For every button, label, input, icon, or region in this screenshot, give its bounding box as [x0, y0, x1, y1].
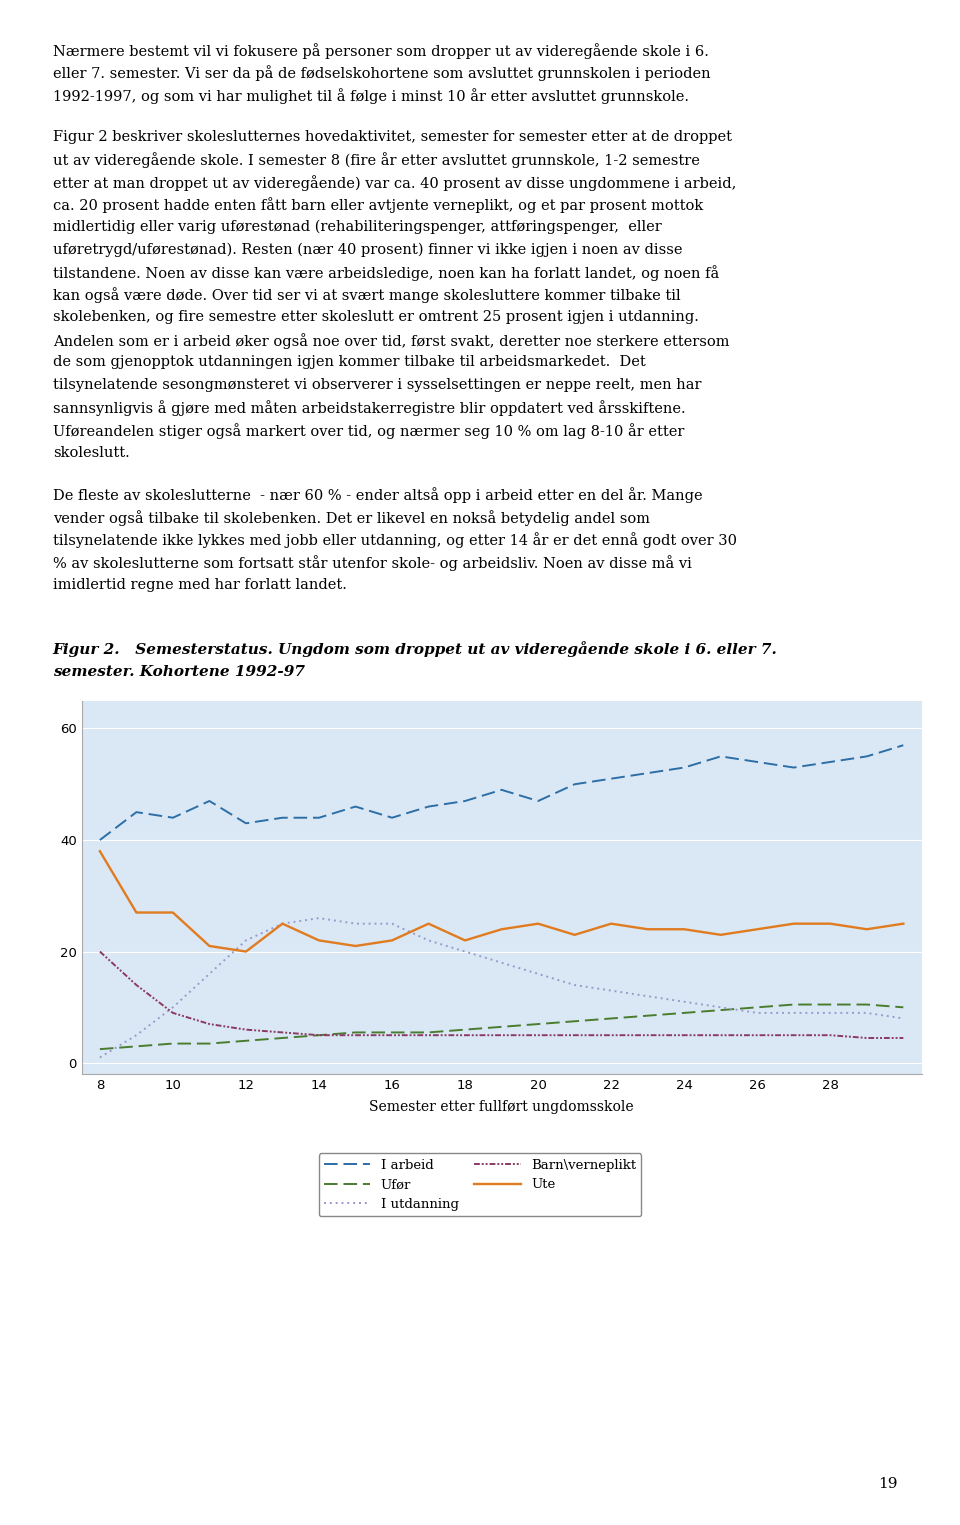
Text: Figur 2.   Semesterstatus. Ungdom som droppet ut av videregående skole i 6. elle: Figur 2. Semesterstatus. Ungdom som drop… — [53, 640, 778, 657]
Text: ut av videregående skole. I semester 8 (fire år etter avsluttet grunnskole, 1-2 : ut av videregående skole. I semester 8 (… — [53, 152, 700, 168]
Text: midlertidig eller varig uførestønad (rehabiliteringspenger, attføringspenger,  e: midlertidig eller varig uførestønad (reh… — [53, 220, 661, 235]
Text: Nærmere bestemt vil vi fokusere på personer som dropper ut av videregående skole: Nærmere bestemt vil vi fokusere på perso… — [53, 43, 708, 58]
Text: sannsynligvis å gjøre med måten arbeidstakerregistre blir oppdatert ved årsskift: sannsynligvis å gjøre med måten arbeidst… — [53, 401, 685, 416]
Text: eller 7. semester. Vi ser da på de fødselskohortene som avsluttet grunnskolen i : eller 7. semester. Vi ser da på de fødse… — [53, 66, 710, 81]
Text: semester. Kohortene 1992-97: semester. Kohortene 1992-97 — [53, 665, 305, 679]
Text: % av skoleslutterne som fortsatt står utenfor skole- og arbeidsliv. Noen av diss: % av skoleslutterne som fortsatt står ut… — [53, 555, 691, 570]
Text: skolebenken, og fire semestre etter skoleslutt er omtrent 25 prosent igjen i utd: skolebenken, og fire semestre etter skol… — [53, 310, 699, 325]
Text: imidlertid regne med har forlatt landet.: imidlertid regne med har forlatt landet. — [53, 578, 347, 592]
Text: ca. 20 prosent hadde enten fått barn eller avtjente verneplikt, og et par prosen: ca. 20 prosent hadde enten fått barn ell… — [53, 197, 703, 214]
X-axis label: Semester etter fullført ungdomsskole: Semester etter fullført ungdomsskole — [370, 1101, 634, 1115]
Text: tilsynelatende ikke lykkes med jobb eller utdanning, og etter 14 år er det ennå : tilsynelatende ikke lykkes med jobb elle… — [53, 532, 737, 549]
Text: tilsynelatende sesongmønsteret vi observerer i sysselsettingen er neppe reelt, m: tilsynelatende sesongmønsteret vi observ… — [53, 378, 702, 392]
Text: uføretrygd/uførestønad). Resten (nær 40 prosent) finner vi ikke igjen i noen av : uføretrygd/uførestønad). Resten (nær 40 … — [53, 242, 683, 256]
Text: tilstandene. Noen av disse kan være arbeidsledige, noen kan ha forlatt landet, o: tilstandene. Noen av disse kan være arbe… — [53, 265, 719, 281]
Text: skoleslutt.: skoleslutt. — [53, 445, 130, 459]
Text: de som gjenopptok utdanningen igjen kommer tilbake til arbeidsmarkedet.  Det: de som gjenopptok utdanningen igjen komm… — [53, 355, 645, 369]
Text: 19: 19 — [878, 1478, 898, 1491]
Text: Andelen som er i arbeid øker også noe over tid, først svakt, deretter noe sterke: Andelen som er i arbeid øker også noe ov… — [53, 332, 730, 349]
Text: Uføreandelen stiger også markert over tid, og nærmer seg 10 % om lag 8-10 år ett: Uføreandelen stiger også markert over ti… — [53, 422, 684, 439]
Text: 1992-1997, og som vi har mulighet til å følge i minst 10 år etter avsluttet grun: 1992-1997, og som vi har mulighet til å … — [53, 88, 688, 104]
Text: vender også tilbake til skolebenken. Det er likevel en nokså betydelig andel som: vender også tilbake til skolebenken. Det… — [53, 509, 650, 526]
Text: etter at man droppet ut av videregående) var ca. 40 prosent av disse ungdommene : etter at man droppet ut av videregående)… — [53, 175, 736, 191]
Text: Figur 2 beskriver skoleslutternes hovedaktivitet, semester for semester etter at: Figur 2 beskriver skoleslutternes hoveda… — [53, 130, 732, 143]
Text: De fleste av skoleslutterne  - nær 60 % - ender altså opp i arbeid etter en del : De fleste av skoleslutterne - nær 60 % -… — [53, 488, 703, 503]
Text: kan også være døde. Over tid ser vi at svært mange skolesluttere kommer tilbake : kan også være døde. Over tid ser vi at s… — [53, 288, 681, 303]
Legend: I arbeid, Ufør, I utdanning, Barn\verneplikt, Ute: I arbeid, Ufør, I utdanning, Barn\vernep… — [319, 1153, 641, 1215]
